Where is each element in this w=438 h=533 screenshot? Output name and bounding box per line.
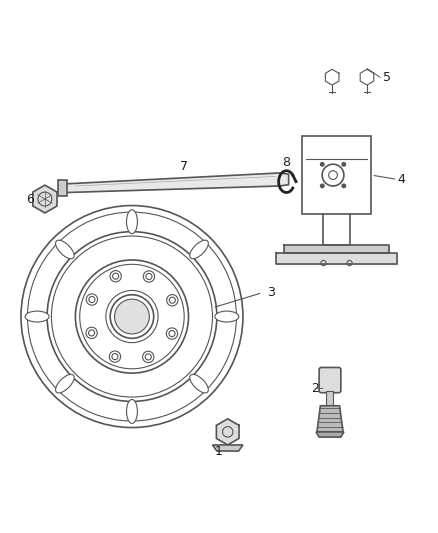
Polygon shape	[317, 406, 343, 432]
Polygon shape	[326, 391, 333, 406]
Polygon shape	[316, 432, 344, 437]
Polygon shape	[62, 173, 289, 192]
Circle shape	[321, 163, 324, 166]
Ellipse shape	[56, 374, 74, 393]
Polygon shape	[58, 180, 67, 196]
Ellipse shape	[56, 240, 74, 259]
Text: 6: 6	[26, 192, 34, 206]
Polygon shape	[212, 445, 243, 451]
Polygon shape	[276, 254, 397, 264]
Circle shape	[321, 184, 324, 188]
Polygon shape	[33, 185, 57, 213]
Text: 1: 1	[215, 445, 223, 458]
Text: 7: 7	[180, 160, 188, 173]
Polygon shape	[284, 245, 389, 254]
Circle shape	[342, 184, 346, 188]
Ellipse shape	[25, 311, 49, 322]
Ellipse shape	[215, 311, 239, 322]
Ellipse shape	[190, 374, 208, 393]
Text: 5: 5	[382, 71, 391, 84]
Ellipse shape	[190, 240, 208, 259]
Text: 3: 3	[267, 286, 275, 299]
Polygon shape	[216, 419, 239, 445]
Text: 2: 2	[311, 382, 319, 395]
Ellipse shape	[127, 399, 138, 423]
Circle shape	[115, 299, 149, 334]
FancyBboxPatch shape	[319, 367, 341, 393]
Circle shape	[342, 163, 346, 166]
Ellipse shape	[127, 209, 138, 233]
Text: 8: 8	[283, 156, 290, 168]
Text: 4: 4	[398, 173, 406, 186]
